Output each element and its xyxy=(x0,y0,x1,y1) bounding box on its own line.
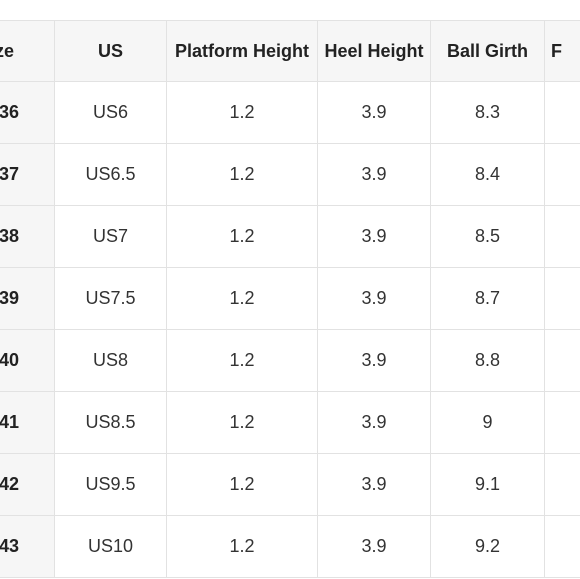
table-cell: 1.2 xyxy=(167,82,318,144)
table-cell: 3.9 xyxy=(318,82,431,144)
table-cell: 3.9 xyxy=(318,144,431,206)
table-cell: 41 xyxy=(0,392,55,454)
header-cell: Platform Height xyxy=(167,20,318,82)
table-cell: 1.2 xyxy=(167,206,318,268)
header-cell: ze xyxy=(0,20,55,82)
table-cell: 1.2 xyxy=(167,330,318,392)
table-cell xyxy=(545,330,580,392)
table-cell: US7 xyxy=(55,206,167,268)
header-cell: Heel Height xyxy=(318,20,431,82)
table-cell: US9.5 xyxy=(55,454,167,516)
table-cell: 3.9 xyxy=(318,392,431,454)
table-cell: 39 xyxy=(0,268,55,330)
table-cell: US8.5 xyxy=(55,392,167,454)
table-cell: US8 xyxy=(55,330,167,392)
table-cell: 8.7 xyxy=(431,268,545,330)
table-cell xyxy=(545,82,580,144)
table-cell: 9 xyxy=(431,392,545,454)
table-cell: 40 xyxy=(0,330,55,392)
table-cell: 8.4 xyxy=(431,144,545,206)
table-cell xyxy=(545,268,580,330)
table-cell: 3.9 xyxy=(318,454,431,516)
table-cell: 9.2 xyxy=(431,516,545,578)
table-cell: US10 xyxy=(55,516,167,578)
table-cell xyxy=(545,454,580,516)
table-cell: US7.5 xyxy=(55,268,167,330)
table-cell: 1.2 xyxy=(167,268,318,330)
table-cell: US6 xyxy=(55,82,167,144)
table-cell: 37 xyxy=(0,144,55,206)
table-cell xyxy=(545,206,580,268)
table-cell: 1.2 xyxy=(167,454,318,516)
table-cell: 9.1 xyxy=(431,454,545,516)
header-cell: US xyxy=(55,20,167,82)
table-cell: 1.2 xyxy=(167,392,318,454)
table-cell xyxy=(545,516,580,578)
table-cell: 42 xyxy=(0,454,55,516)
table-cell: 3.9 xyxy=(318,516,431,578)
table-cell: US6.5 xyxy=(55,144,167,206)
table-cell: 3.9 xyxy=(318,330,431,392)
table-cell: 38 xyxy=(0,206,55,268)
table-cell: 8.8 xyxy=(431,330,545,392)
table-cell: 3.9 xyxy=(318,268,431,330)
header-cell: F xyxy=(545,20,580,82)
table-cell: 8.3 xyxy=(431,82,545,144)
table-cell: 36 xyxy=(0,82,55,144)
table-cell xyxy=(545,144,580,206)
table-cell: 1.2 xyxy=(167,516,318,578)
table-cell xyxy=(545,392,580,454)
table-cell: 1.2 xyxy=(167,144,318,206)
table-cell: 43 xyxy=(0,516,55,578)
table-cell: 3.9 xyxy=(318,206,431,268)
header-cell: Ball Girth xyxy=(431,20,545,82)
table-cell: 8.5 xyxy=(431,206,545,268)
